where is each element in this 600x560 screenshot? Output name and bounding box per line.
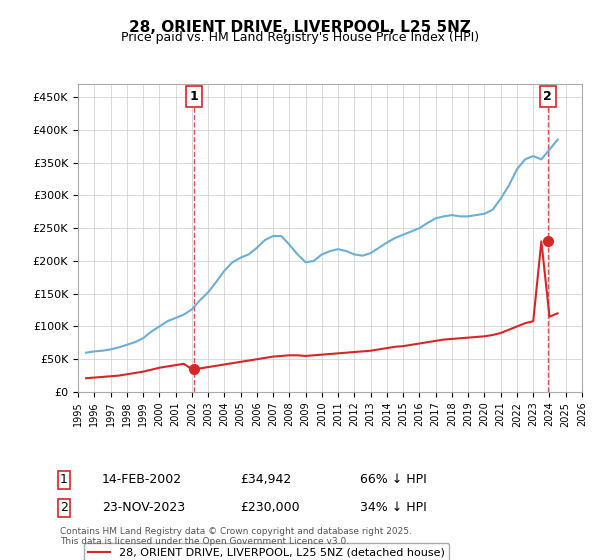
Text: Price paid vs. HM Land Registry's House Price Index (HPI): Price paid vs. HM Land Registry's House … — [121, 31, 479, 44]
Legend: 28, ORIENT DRIVE, LIVERPOOL, L25 5NZ (detached house), HPI: Average price, detac: 28, ORIENT DRIVE, LIVERPOOL, L25 5NZ (de… — [83, 543, 449, 560]
Text: 2: 2 — [544, 90, 552, 103]
Text: 1: 1 — [60, 473, 68, 486]
Text: 34% ↓ HPI: 34% ↓ HPI — [360, 501, 427, 514]
Text: £230,000: £230,000 — [240, 501, 299, 514]
Text: Contains HM Land Registry data © Crown copyright and database right 2025.
This d: Contains HM Land Registry data © Crown c… — [60, 526, 412, 546]
Text: 14-FEB-2002: 14-FEB-2002 — [102, 473, 182, 486]
Text: 23-NOV-2023: 23-NOV-2023 — [102, 501, 185, 514]
Text: £34,942: £34,942 — [240, 473, 291, 486]
Text: 66% ↓ HPI: 66% ↓ HPI — [360, 473, 427, 486]
Text: 1: 1 — [190, 90, 198, 103]
Text: 2: 2 — [60, 501, 68, 514]
Text: 28, ORIENT DRIVE, LIVERPOOL, L25 5NZ: 28, ORIENT DRIVE, LIVERPOOL, L25 5NZ — [129, 20, 471, 35]
